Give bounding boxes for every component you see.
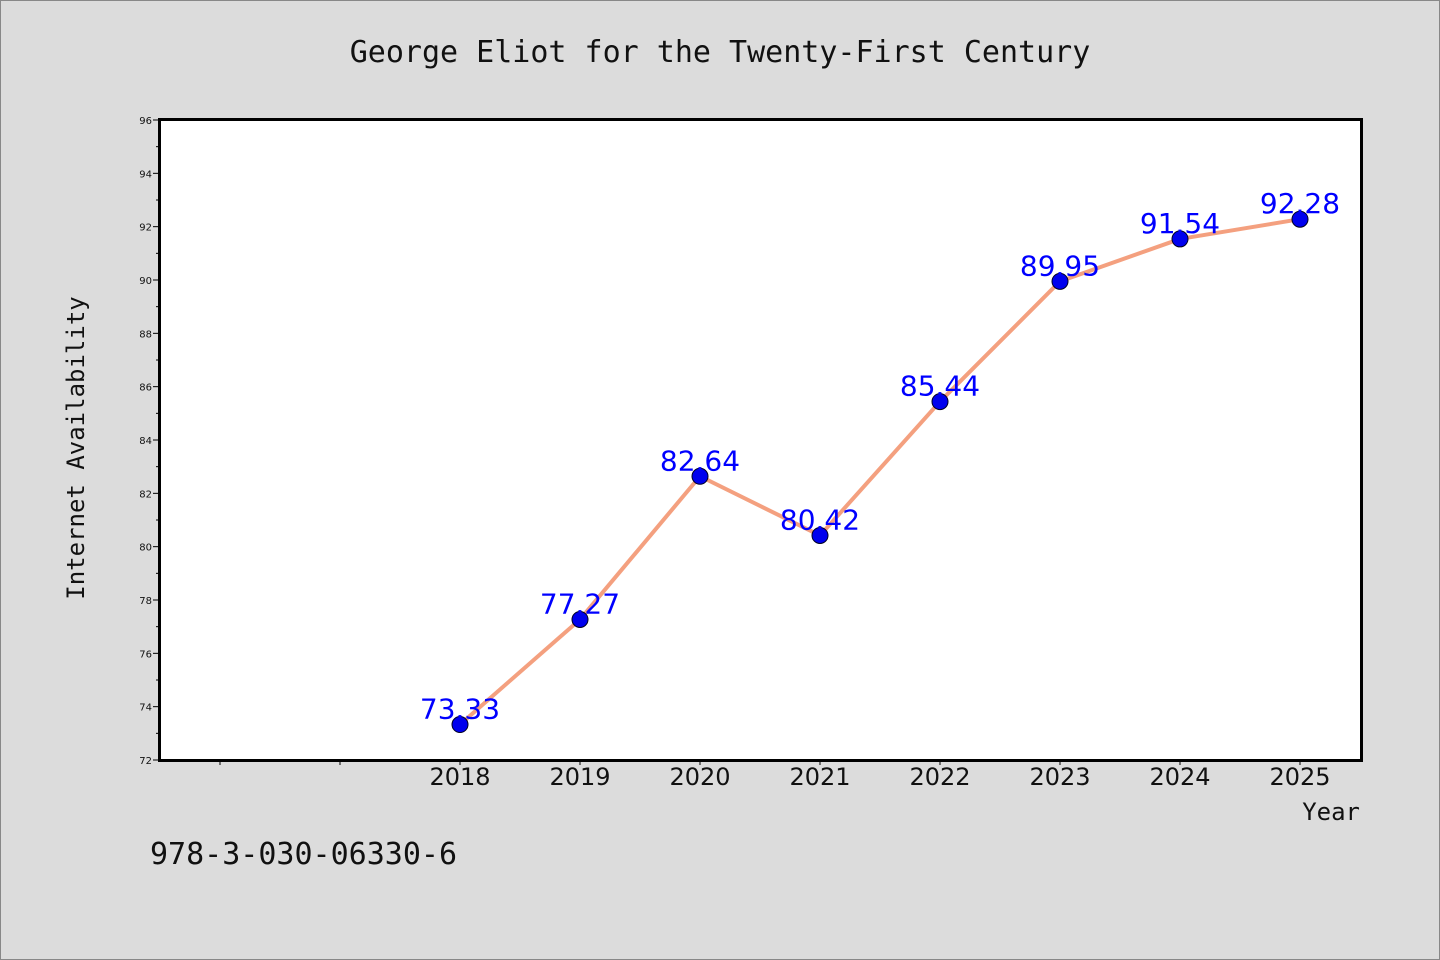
y-tick-label: 86 <box>139 383 152 394</box>
series-line <box>458 217 1301 727</box>
data-point <box>1171 230 1189 248</box>
y-axis: 72 74 76 78 80 82 84 86 88 90 92 94 96 <box>139 116 160 767</box>
y-tick-label: 72 <box>139 756 152 767</box>
x-tick-label: 2023 <box>1029 763 1090 791</box>
y-tick-label: 74 <box>139 703 152 714</box>
data-label: 77.27 <box>540 587 620 620</box>
data-label: 80.42 <box>780 503 860 536</box>
y-tick-label: 94 <box>139 169 152 180</box>
y-tick-label: 84 <box>139 436 152 447</box>
footer-isbn: 978-3-030-06330-6 <box>150 837 457 872</box>
series-layer: 73.33 77.27 82.64 80.42 85.44 89.95 91.54 92.28 <box>420 187 1340 734</box>
x-tick-label: 2024 <box>1149 763 1210 791</box>
y-tick-label: 78 <box>139 596 152 607</box>
data-point <box>811 526 829 544</box>
x-tick-label: 2022 <box>909 763 970 791</box>
x-tick-label: 2020 <box>669 763 730 791</box>
x-tick-label: 2018 <box>429 763 490 791</box>
y-tick-label: 90 <box>139 276 152 287</box>
y-tick-label: 88 <box>139 329 152 340</box>
x-tick-label: 2025 <box>1269 763 1330 791</box>
data-label: 73.33 <box>420 693 500 726</box>
y-axis-label: Internet Availability <box>62 296 90 599</box>
data-point <box>1291 210 1309 228</box>
plot-area <box>158 118 1363 762</box>
y-tick-label: 82 <box>139 489 152 500</box>
data-point <box>571 610 589 628</box>
data-label: 89.95 <box>1020 249 1100 282</box>
x-tick-label: 2021 <box>789 763 850 791</box>
data-label: 82.64 <box>660 444 740 477</box>
data-label: 92.28 <box>1260 187 1340 220</box>
x-axis: 2018 2019 2020 2021 2022 2023 2024 2025 <box>219 760 1331 791</box>
y-tick-label: 92 <box>139 223 152 234</box>
data-point <box>451 716 469 734</box>
data-label: 91.54 <box>1140 207 1220 240</box>
data-point <box>1051 272 1069 290</box>
data-label: 85.44 <box>900 370 980 403</box>
data-point <box>931 393 949 411</box>
y-tick-label: 80 <box>139 543 152 554</box>
y-tick-label: 76 <box>139 649 152 660</box>
x-axis-label: Year <box>1302 798 1360 826</box>
y-tick-label: 96 <box>139 116 152 127</box>
data-point <box>691 467 709 485</box>
chart-title: George Eliot for the Twenty-First Centur… <box>350 35 1091 70</box>
x-tick-label: 2019 <box>549 763 610 791</box>
